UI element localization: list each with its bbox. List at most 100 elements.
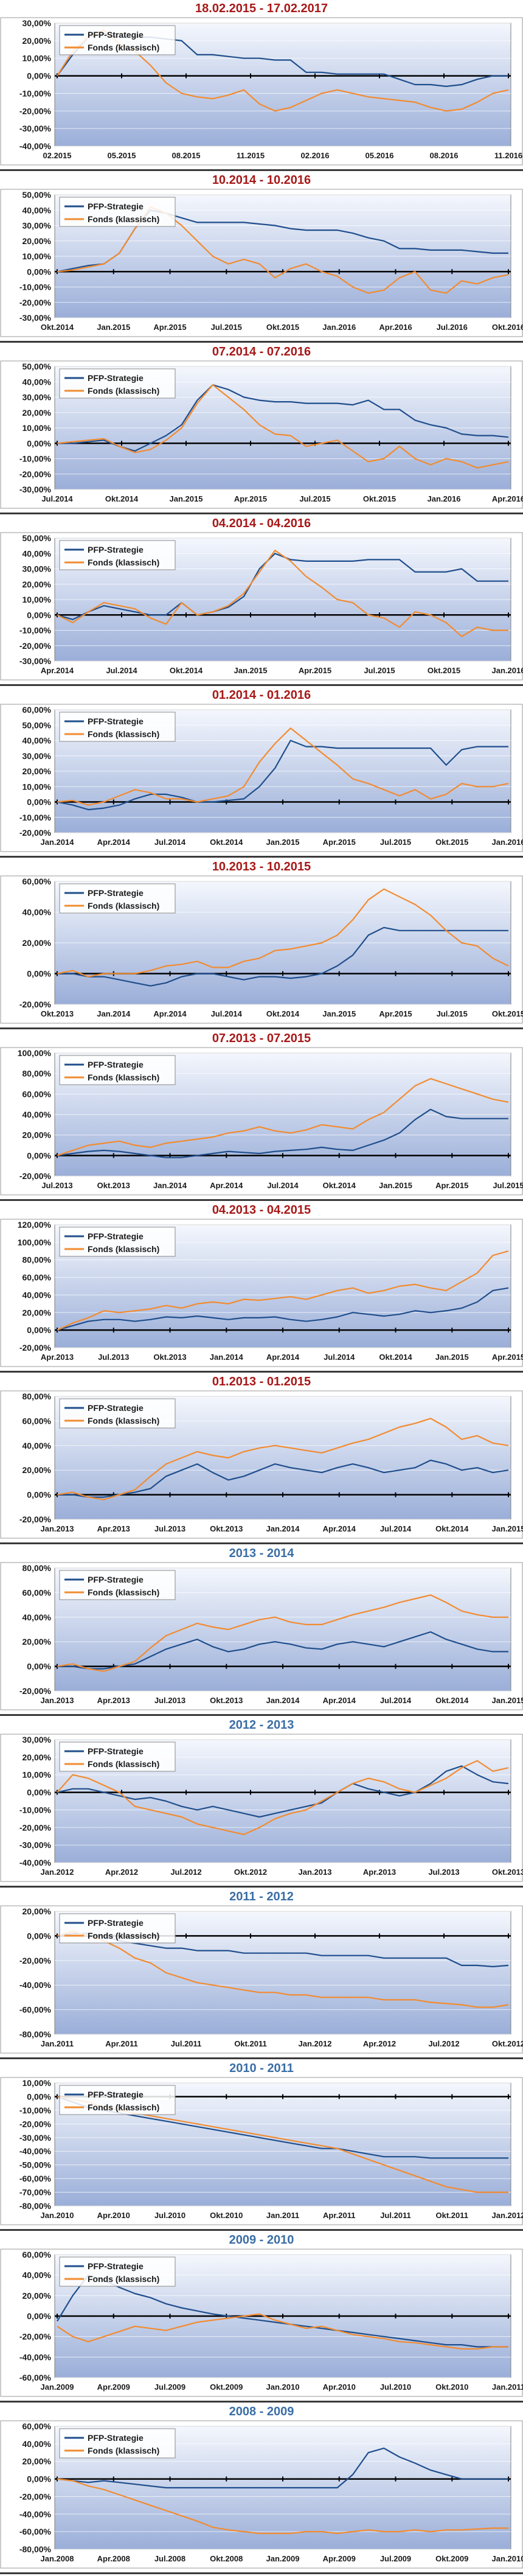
x-tick-label: Jan.2016 xyxy=(492,666,523,675)
chart-panel: 01.2013 - 01.2015 -20,00% 0,00% 20,00% 40,00… xyxy=(0,1373,523,1545)
panel-separator xyxy=(0,169,523,171)
x-tick-label: Apr.2013 xyxy=(97,1696,130,1705)
y-tick-label: -20,00% xyxy=(19,1343,52,1353)
y-tick-label: 30,00% xyxy=(23,221,52,231)
x-tick-label: Jul.2015 xyxy=(299,494,330,503)
x-tick-label: Apr.2015 xyxy=(299,666,331,675)
y-tick-label: 0,00% xyxy=(27,438,51,448)
series-line-fonds xyxy=(57,1594,508,1672)
x-tick-label: 02.2015 xyxy=(43,151,72,160)
y-tick-label: 50,00% xyxy=(23,720,52,730)
chart-panel: 10.2013 - 10.2015 -20,00% 0,00% 20,00% 40,00… xyxy=(0,858,523,1030)
x-tick-label: Jan.2009 xyxy=(41,2382,74,2392)
series-line-pfp xyxy=(57,926,508,987)
y-tick-label: 40,00% xyxy=(23,1441,52,1451)
y-tick-label: 30,00% xyxy=(23,564,52,574)
legend: PFP-Strategie Fonds (klassisch) xyxy=(59,1570,176,1600)
x-tick-label: Jul.2013 xyxy=(41,1181,72,1190)
y-tick-label: 20,00% xyxy=(23,1465,52,1475)
legend: PFP-Strategie Fonds (klassisch) xyxy=(59,2085,176,2115)
x-tick-label: Apr.2012 xyxy=(363,2039,396,2048)
x-tick-label: Apr.2015 xyxy=(435,1181,468,1190)
x-tick-label: Okt.2013 xyxy=(153,1353,186,1362)
legend: PFP-Strategie Fonds (klassisch) xyxy=(59,197,176,227)
x-tick-label: Apr.2009 xyxy=(97,2382,130,2392)
x-tick-label: Apr.2012 xyxy=(105,1867,138,1877)
x-tick-label: Okt.2012 xyxy=(492,2039,523,2048)
x-tick-label: Okt.2014 xyxy=(170,666,203,675)
x-tick-label: Jul.2015 xyxy=(211,323,242,332)
y-tick-label: 10,00% xyxy=(23,423,52,433)
chart-panel: 2009 - 2010 -60,00% -40,00% -20,00% 0,00% 20,… xyxy=(0,2231,523,2403)
line-chart: -80,00% -60,00% -40,00% -20,00% 0,00% 20,00% J… xyxy=(0,1905,523,2054)
chart-title: 04.2013 - 04.2015 xyxy=(212,1203,311,1217)
y-tick-label: 50,00% xyxy=(23,190,52,200)
x-tick-label: Jul.2015 xyxy=(437,1009,468,1018)
y-tick-label: 0,00% xyxy=(27,797,51,807)
y-tick-label: -10,00% xyxy=(19,813,52,822)
x-tick-label: 02.2016 xyxy=(301,151,330,160)
chart-panel: 04.2014 - 04.2016 -30,00% -20,00% -10,00% 0,… xyxy=(0,515,523,687)
line-chart: -80,00% -70,00% -60,00% -50,00% -40,00% -30,0… xyxy=(0,2077,523,2225)
series-line-pfp xyxy=(57,2447,508,2489)
y-tick-label: 10,00% xyxy=(23,782,52,791)
y-tick-label: 40,00% xyxy=(23,1612,52,1622)
y-tick-label: 60,00% xyxy=(23,705,52,715)
y-tick-label: 20,00% xyxy=(23,408,52,418)
legend: PFP-Strategie Fonds (klassisch) xyxy=(59,540,176,570)
y-tick-label: -20,00% xyxy=(19,641,52,651)
y-tick-label: 40,00% xyxy=(23,1110,52,1119)
y-tick-label: 60,00% xyxy=(23,877,52,886)
series-line-fonds xyxy=(57,384,509,469)
series-line-fonds xyxy=(57,2313,508,2350)
chart-title: 07.2013 - 07.2015 xyxy=(212,1032,311,1045)
y-tick-label: -20,00% xyxy=(19,828,52,838)
x-tick-label: Okt.2015 xyxy=(435,838,468,847)
x-tick-label: Okt.2016 xyxy=(492,323,523,332)
legend-box xyxy=(59,2428,176,2459)
x-tick-label: Okt.2014 xyxy=(323,1181,356,1190)
y-tick-label: -10,00% xyxy=(19,1805,52,1815)
legend-label: PFP-Strategie xyxy=(88,1575,144,1584)
y-tick-label: -30,00% xyxy=(19,313,52,323)
y-tick-label: 0,00% xyxy=(27,1931,51,1941)
panel-separator xyxy=(0,856,523,858)
x-tick-label: Jan.2015 xyxy=(492,1524,523,1533)
x-tick-label: Jul.2010 xyxy=(154,2211,185,2220)
x-tick-label: Apr.2016 xyxy=(379,323,412,332)
chart-title: 2008 - 2009 xyxy=(229,2405,294,2418)
legend-label: Fonds (klassisch) xyxy=(88,1244,159,1254)
legend-label: Fonds (klassisch) xyxy=(88,2274,159,2284)
y-tick-label: 0,00% xyxy=(27,267,51,276)
panel-separator xyxy=(0,513,523,514)
chart-title: 10.2013 - 10.2015 xyxy=(212,860,311,873)
legend-box xyxy=(59,25,176,55)
x-tick-label: Apr.2016 xyxy=(492,494,523,503)
x-tick-label: Jul.2012 xyxy=(170,1867,201,1877)
x-tick-label: 05.2015 xyxy=(108,151,136,160)
x-tick-label: 08.2016 xyxy=(430,151,459,160)
legend-box xyxy=(59,1227,176,1257)
y-tick-label: 50,00% xyxy=(23,362,52,371)
x-tick-label: Jul.2013 xyxy=(154,1524,185,1533)
x-tick-label: Apr.2009 xyxy=(323,2554,356,2563)
y-tick-label: -60,00% xyxy=(19,2174,52,2183)
x-tick-label: Okt.2014 xyxy=(266,1009,300,1018)
y-tick-label: -60,00% xyxy=(19,2005,52,2015)
x-tick-label: Okt.2010 xyxy=(210,2211,243,2220)
y-tick-label: 40,00% xyxy=(23,908,52,917)
x-tick-label: Jul.2011 xyxy=(171,2039,202,2048)
line-chart: -30,00% -20,00% -10,00% 0,00% 10,00% 20,00% 30… xyxy=(0,532,523,681)
x-tick-label: Jan.2015 xyxy=(435,1353,469,1362)
y-tick-label: -10,00% xyxy=(19,88,52,98)
y-tick-label: -20,00% xyxy=(19,1686,52,1696)
y-tick-label: 60,00% xyxy=(23,1587,52,1597)
x-tick-label: Apr.2015 xyxy=(492,1353,523,1362)
series-line-pfp xyxy=(57,384,509,452)
legend-label: PFP-Strategie xyxy=(88,1918,144,1928)
line-chart: -40,00% -30,00% -20,00% -10,00% 0,00% 10,00% 2… xyxy=(0,1734,523,1882)
series-line-pfp xyxy=(57,2274,508,2348)
y-tick-label: -60,00% xyxy=(19,2527,52,2536)
x-tick-label: Apr.2013 xyxy=(363,1867,396,1877)
panel-separator xyxy=(0,2572,523,2574)
